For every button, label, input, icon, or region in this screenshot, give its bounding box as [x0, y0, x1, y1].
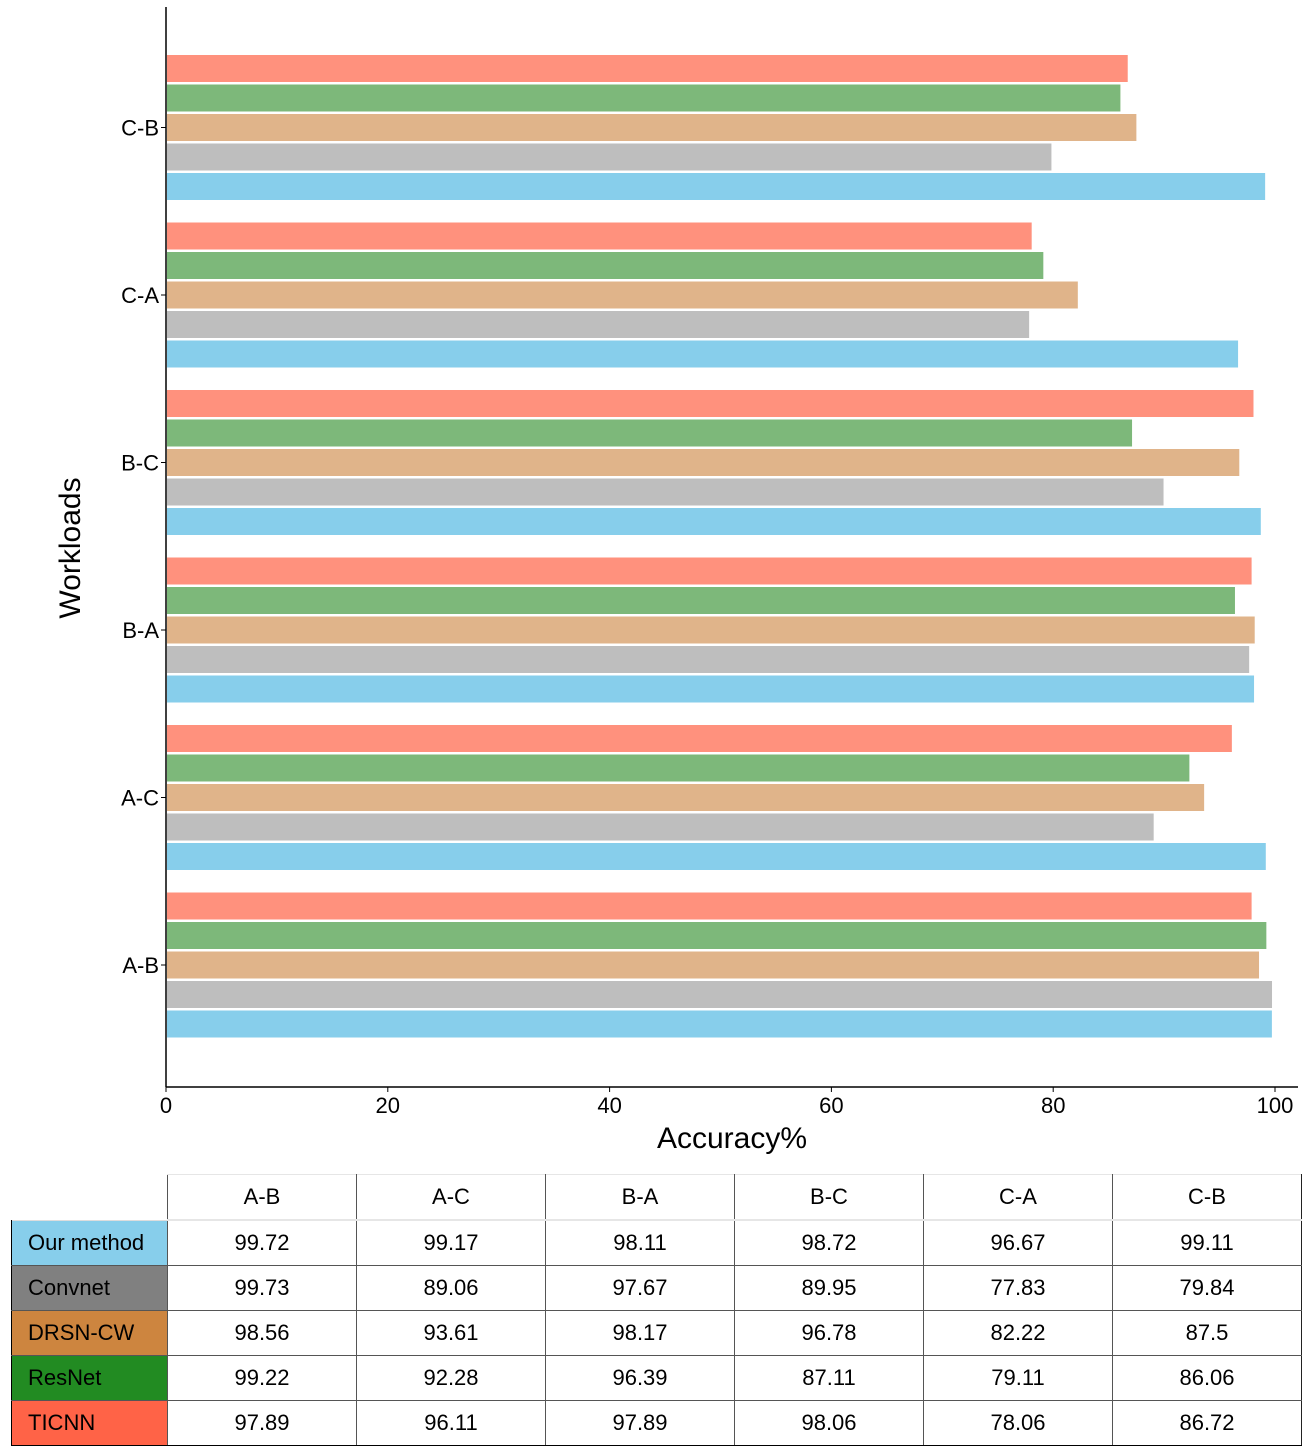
table-cell: 86.72: [1112, 1400, 1302, 1446]
table-cell: 97.89: [545, 1400, 735, 1446]
bar-drsn-cw-c-a: [167, 281, 1078, 309]
table-cell: 96.11: [356, 1400, 546, 1446]
bar-our-method-b-a: [167, 675, 1255, 703]
bar-drsn-cw-c-b: [167, 114, 1137, 141]
x-tick-label: 80: [1041, 1093, 1065, 1118]
table-row: ResNet 99.22 92.28 96.39 87.11 79.11 86.06: [11, 1355, 1302, 1401]
bar-resnet-c-a: [167, 252, 1044, 279]
bar-drsn-cw-b-a: [167, 616, 1255, 644]
bar-resnet-c-b: [167, 84, 1121, 112]
x-tick-label: 100: [1257, 1093, 1294, 1118]
bar-our-method-c-b: [167, 173, 1266, 200]
bar-resnet-b-c: [167, 419, 1133, 447]
table-cell: 79.11: [923, 1355, 1113, 1401]
bar-convnet-b-a: [167, 646, 1250, 673]
table-cell: 86.06: [1112, 1355, 1302, 1401]
table-cell: 98.72: [734, 1219, 924, 1266]
bar-convnet-a-b: [167, 981, 1273, 1008]
results-table: A-B A-C B-A B-C C-A C-B Our method 99.72 99.17 9…: [11, 1174, 1302, 1446]
table-cell: 99.11: [1112, 1219, 1302, 1266]
bar-our-method-a-b: [167, 1010, 1272, 1038]
table-cell: 99.73: [167, 1265, 357, 1311]
table-column-header: C-A: [923, 1174, 1113, 1221]
table-row: Convnet 99.73 89.06 97.67 89.95 77.83 79.84: [11, 1265, 1302, 1311]
bar-drsn-cw-a-c: [167, 784, 1205, 811]
table-row: DRSN-CW 98.56 93.61 98.17 96.78 82.22 87.5: [11, 1310, 1302, 1356]
table-column-header: A-B: [167, 1174, 357, 1221]
table-cell: 79.84: [1112, 1265, 1302, 1311]
bar-resnet-a-c: [167, 754, 1190, 782]
bar-chart: 0 20 40 60 80 100 A-B A-C B-A B-C C-A C-B Accuracy…: [54, 7, 1298, 1155]
table-cell: 98.11: [545, 1219, 735, 1266]
table-cell: 92.28: [356, 1355, 546, 1401]
y-axis-ticks: A-B A-C B-A B-C C-A C-B: [121, 116, 166, 978]
table-body: Our method 99.72 99.17 98.11 98.72 96.67 99.11…: [11, 1219, 1302, 1446]
bar-our-method-b-c: [167, 508, 1261, 535]
table-column-header: A-C: [356, 1174, 546, 1221]
table-cell: 78.06: [923, 1400, 1113, 1446]
bar-our-method-a-c: [167, 843, 1266, 870]
x-tick-label: 0: [160, 1093, 172, 1118]
table-row: TICNN 97.89 96.11 97.89 98.06 78.06 86.72: [11, 1400, 1302, 1446]
bar-our-method-c-a: [167, 340, 1239, 368]
table-row-legend-label: Our method: [11, 1219, 168, 1266]
table-column-header: B-A: [545, 1174, 735, 1221]
bar-convnet-c-b: [167, 143, 1052, 171]
bar-convnet-a-c: [167, 813, 1154, 841]
table-row-legend-label: TICNN: [11, 1400, 168, 1446]
bar-ticnn-c-a: [167, 222, 1032, 250]
bars-layer: [167, 55, 1273, 1038]
bar-ticnn-c-b: [167, 55, 1128, 82]
table-cell: 89.95: [734, 1265, 924, 1311]
table-cell: 87.11: [734, 1355, 924, 1401]
table-column-header: C-B: [1112, 1174, 1302, 1221]
bar-resnet-a-b: [167, 922, 1267, 949]
bar-ticnn-b-a: [167, 557, 1252, 585]
table-cell: 97.89: [167, 1400, 357, 1446]
table-cell: 99.22: [167, 1355, 357, 1401]
bar-convnet-c-a: [167, 311, 1030, 338]
y-tick-label: A-B: [122, 953, 159, 978]
table-cell: 93.61: [356, 1310, 546, 1356]
y-axis-title: Workloads: [54, 477, 87, 618]
x-tick-label: 40: [597, 1093, 621, 1118]
y-tick-label: B-C: [121, 451, 159, 476]
table-cell: 96.67: [923, 1219, 1113, 1266]
bar-convnet-b-c: [167, 478, 1164, 506]
table-row: Our method 99.72 99.17 98.11 98.72 96.67 99.11: [11, 1219, 1302, 1266]
table-cell: 82.22: [923, 1310, 1113, 1356]
y-tick-label: C-A: [121, 283, 159, 308]
table-cell: 98.17: [545, 1310, 735, 1356]
table-row-legend-label: ResNet: [11, 1355, 168, 1401]
table-cell: 97.67: [545, 1265, 735, 1311]
x-tick-label: 20: [376, 1093, 400, 1118]
table-cell: 96.78: [734, 1310, 924, 1356]
table-cell: 98.56: [167, 1310, 357, 1356]
y-tick-label: B-A: [122, 618, 159, 643]
bar-drsn-cw-b-c: [167, 449, 1240, 476]
table-cell: 89.06: [356, 1265, 546, 1311]
bar-ticnn-b-c: [167, 390, 1254, 417]
x-axis-ticks: 0 20 40 60 80 100: [160, 1087, 1293, 1118]
table-cell: 99.17: [356, 1219, 546, 1266]
table-header-row: A-B A-C B-A B-C C-A C-B: [11, 1174, 1302, 1221]
table-cell: 87.5: [1112, 1310, 1302, 1356]
table-corner-cell: [11, 1174, 168, 1220]
table-cell: 99.72: [167, 1219, 357, 1266]
table-cell: 77.83: [923, 1265, 1113, 1311]
bar-ticnn-a-b: [167, 892, 1252, 920]
bar-drsn-cw-a-b: [167, 951, 1260, 979]
table-cell: 96.39: [545, 1355, 735, 1401]
table-row-legend-label: DRSN-CW: [11, 1310, 168, 1356]
y-tick-label: C-B: [121, 116, 159, 141]
bar-ticnn-a-c: [167, 725, 1232, 752]
table-cell: 98.06: [734, 1400, 924, 1446]
x-axis-title: Accuracy%: [657, 1122, 807, 1155]
table-row-legend-label: Convnet: [11, 1265, 168, 1311]
bar-resnet-b-a: [167, 587, 1235, 614]
table-column-header: B-C: [734, 1174, 924, 1221]
y-tick-label: A-C: [121, 786, 159, 811]
x-tick-label: 60: [819, 1093, 843, 1118]
